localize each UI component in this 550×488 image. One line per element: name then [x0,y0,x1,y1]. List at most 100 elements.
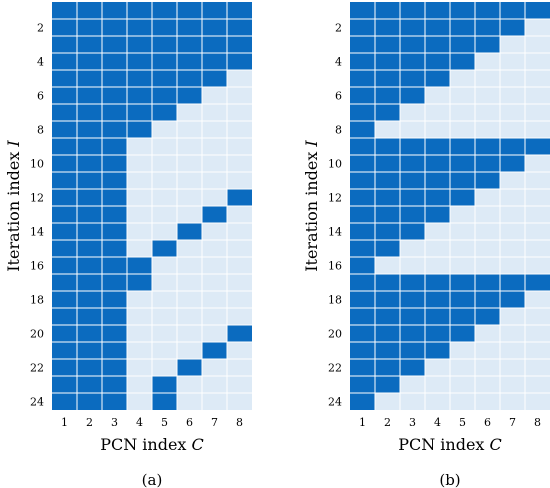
heatmap-cell-r4-c1 [52,53,77,70]
heatmap-cell-r15-c8 [525,240,550,257]
heatmap-cell-r2-c2 [77,19,102,36]
heatmap-cell-r6-c3 [102,87,127,104]
heatmap-cell-r21-c2 [77,342,102,359]
heatmap-cell-r15-c3 [102,240,127,257]
heatmap-cell-r7-c7 [500,104,525,121]
heatmap-cell-r5-c2 [375,70,400,87]
heatmap-cell-r11-c4 [425,172,450,189]
heatmap-cell-r24-c6 [177,393,202,410]
heatmap-cell-r15-c6 [475,240,500,257]
heatmap-cell-r19-c2 [77,308,102,325]
heatmap-cell-r12-c3 [400,189,425,206]
heatmap-cell-r17-c5 [152,274,177,291]
heatmap-cell-r2-c4 [127,19,152,36]
heatmap-cell-r6-c2 [375,87,400,104]
heatmap-cell-r17-c2 [77,274,102,291]
y-tick-label: 4 [37,56,44,69]
heatmap-cell-r18-c4 [425,291,450,308]
heatmap-cell-r16-c4 [127,257,152,274]
heatmap-cell-r17-c6 [177,274,202,291]
heatmap-cell-r22-c3 [400,359,425,376]
heatmap-cell-r2-c5 [450,19,475,36]
heatmap-cell-r22-c8 [227,359,252,376]
heatmap-cell-r9-c2 [77,138,102,155]
heatmap-cell-r20-c8 [227,325,252,342]
panel-caption: (b) [439,471,460,488]
x-tick-label: 3 [111,416,118,429]
heatmap-cell-r17-c7 [500,274,525,291]
y-tick-label: 14 [328,226,342,239]
heatmap-cell-r9-c8 [227,138,252,155]
heatmap-cell-r5-c7 [202,70,227,87]
heatmap-cell-r14-c6 [475,223,500,240]
heatmap-cell-r21-c6 [177,342,202,359]
heatmap-cell-r14-c7 [202,223,227,240]
heatmap-cell-r15-c6 [177,240,202,257]
heatmap-cell-r17-c7 [202,274,227,291]
heatmap-cell-r16-c2 [77,257,102,274]
heatmap-cell-r3-c2 [77,36,102,53]
heatmap-cell-r11-c3 [102,172,127,189]
heatmap-cell-r10-c1 [52,155,77,172]
heatmap-cell-r8-c5 [152,121,177,138]
heatmap-cell-r15-c1 [350,240,375,257]
heatmap-cell-r6-c6 [177,87,202,104]
heatmap-cell-r17-c4 [425,274,450,291]
heatmap-cell-r6-c6 [475,87,500,104]
heatmap-cell-r5-c6 [177,70,202,87]
heatmap-cell-r14-c3 [400,223,425,240]
heatmap-cell-r21-c3 [400,342,425,359]
heatmap-cell-r13-c7 [202,206,227,223]
heatmap-cell-r16-c4 [425,257,450,274]
heatmap-cell-r16-c1 [350,257,375,274]
heatmap-cell-r13-c2 [77,206,102,223]
heatmap-cell-r16-c8 [525,257,550,274]
heatmap-cell-r1-c6 [475,2,500,19]
heatmap-cell-r13-c7 [500,206,525,223]
heatmap-cell-r18-c1 [52,291,77,308]
heatmap-cell-r3-c6 [475,36,500,53]
y-tick-label: 16 [328,260,342,273]
x-tick-label: 3 [409,416,416,429]
heatmap-cell-r10-c8 [227,155,252,172]
heatmap-cell-r12-c4 [127,189,152,206]
x-tick-label: 7 [211,416,218,429]
heatmap-cell-r14-c5 [152,223,177,240]
heatmap-cell-r20-c4 [425,325,450,342]
heatmap-cell-r15-c4 [425,240,450,257]
heatmap-cell-r4-c6 [177,53,202,70]
heatmap-cell-r4-c1 [350,53,375,70]
heatmap-cell-r21-c7 [500,342,525,359]
heatmap-cell-r11-c1 [350,172,375,189]
heatmap-cell-r5-c1 [52,70,77,87]
heatmap-cell-r3-c4 [127,36,152,53]
heatmap-cell-r19-c5 [450,308,475,325]
heatmap-cell-r7-c2 [375,104,400,121]
heatmap-cell-r23-c6 [177,376,202,393]
heatmap-cell-r15-c4 [127,240,152,257]
heatmap-cell-r20-c6 [475,325,500,342]
heatmap-cell-r13-c5 [152,206,177,223]
y-tick-label: 8 [37,124,44,137]
heatmap-cell-r17-c6 [475,274,500,291]
heatmap-cell-r5-c5 [450,70,475,87]
heatmap-cell-r7-c6 [475,104,500,121]
heatmap-cell-r17-c5 [450,274,475,291]
y-axis-label: Iteration index I [302,140,321,272]
heatmap-cell-r20-c2 [375,325,400,342]
heatmap-cell-r1-c2 [375,2,400,19]
heatmap-cell-r18-c1 [350,291,375,308]
heatmap-cell-r9-c4 [425,138,450,155]
heatmap-cell-r11-c8 [227,172,252,189]
heatmap-cell-r8-c6 [177,121,202,138]
heatmap-cell-r17-c2 [375,274,400,291]
heatmap-cell-r15-c8 [227,240,252,257]
heatmap-cell-r12-c8 [525,189,550,206]
heatmap-cell-r6-c4 [425,87,450,104]
heatmap-cell-r13-c3 [400,206,425,223]
heatmap-cell-r6-c5 [450,87,475,104]
heatmap-cell-r10-c8 [525,155,550,172]
heatmap-cell-r3-c4 [425,36,450,53]
heatmap-cell-r20-c1 [350,325,375,342]
heatmap-cell-r23-c1 [52,376,77,393]
